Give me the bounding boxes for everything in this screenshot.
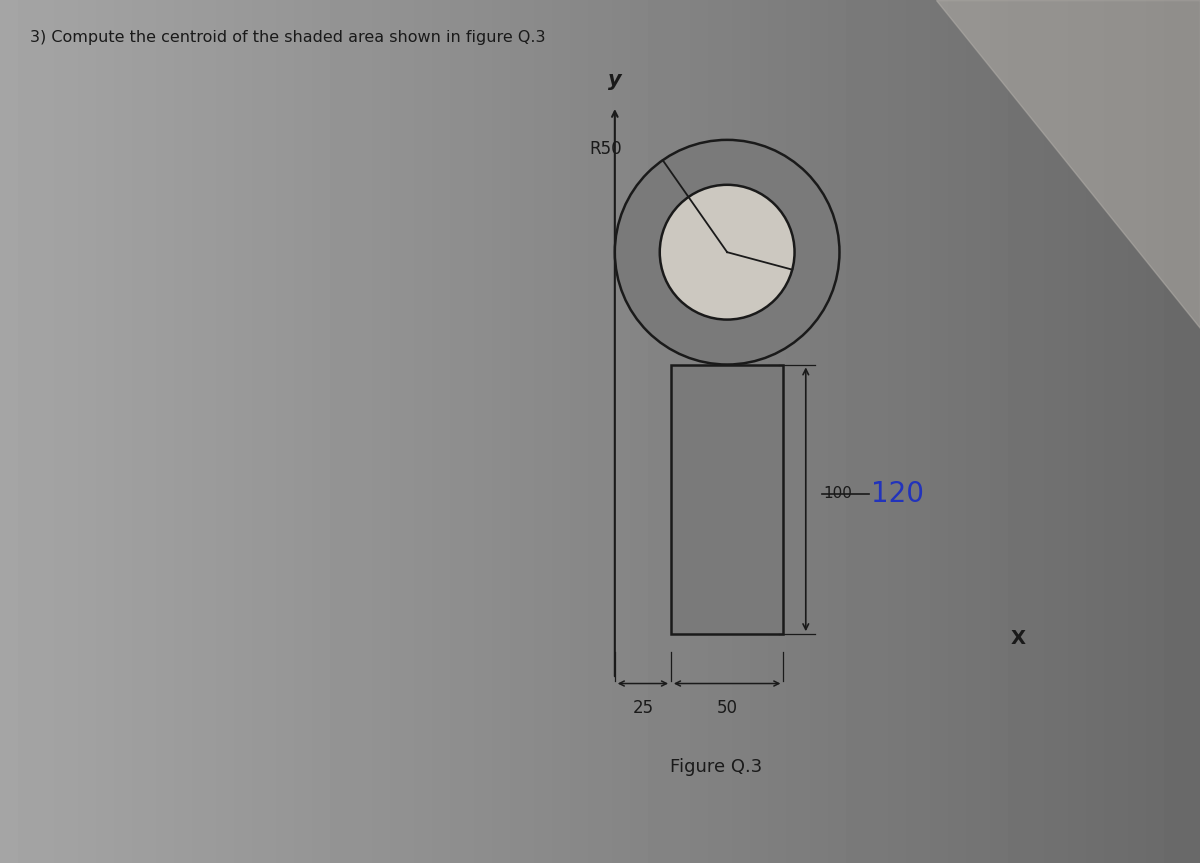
- Text: Figure Q.3: Figure Q.3: [670, 758, 762, 776]
- Bar: [671, 364, 784, 634]
- Text: X: X: [1010, 629, 1025, 648]
- Circle shape: [614, 140, 840, 364]
- Text: 100: 100: [823, 487, 853, 501]
- Circle shape: [660, 185, 794, 319]
- Text: 50: 50: [716, 699, 738, 717]
- Text: y: y: [608, 71, 622, 91]
- Text: R30: R30: [799, 245, 832, 263]
- Text: 25: 25: [632, 699, 654, 717]
- Polygon shape: [936, 0, 1200, 328]
- Text: 3) Compute the centroid of the shaded area shown in figure Q.3: 3) Compute the centroid of the shaded ar…: [30, 30, 546, 45]
- Text: 120: 120: [871, 480, 924, 508]
- Text: R50: R50: [589, 140, 623, 158]
